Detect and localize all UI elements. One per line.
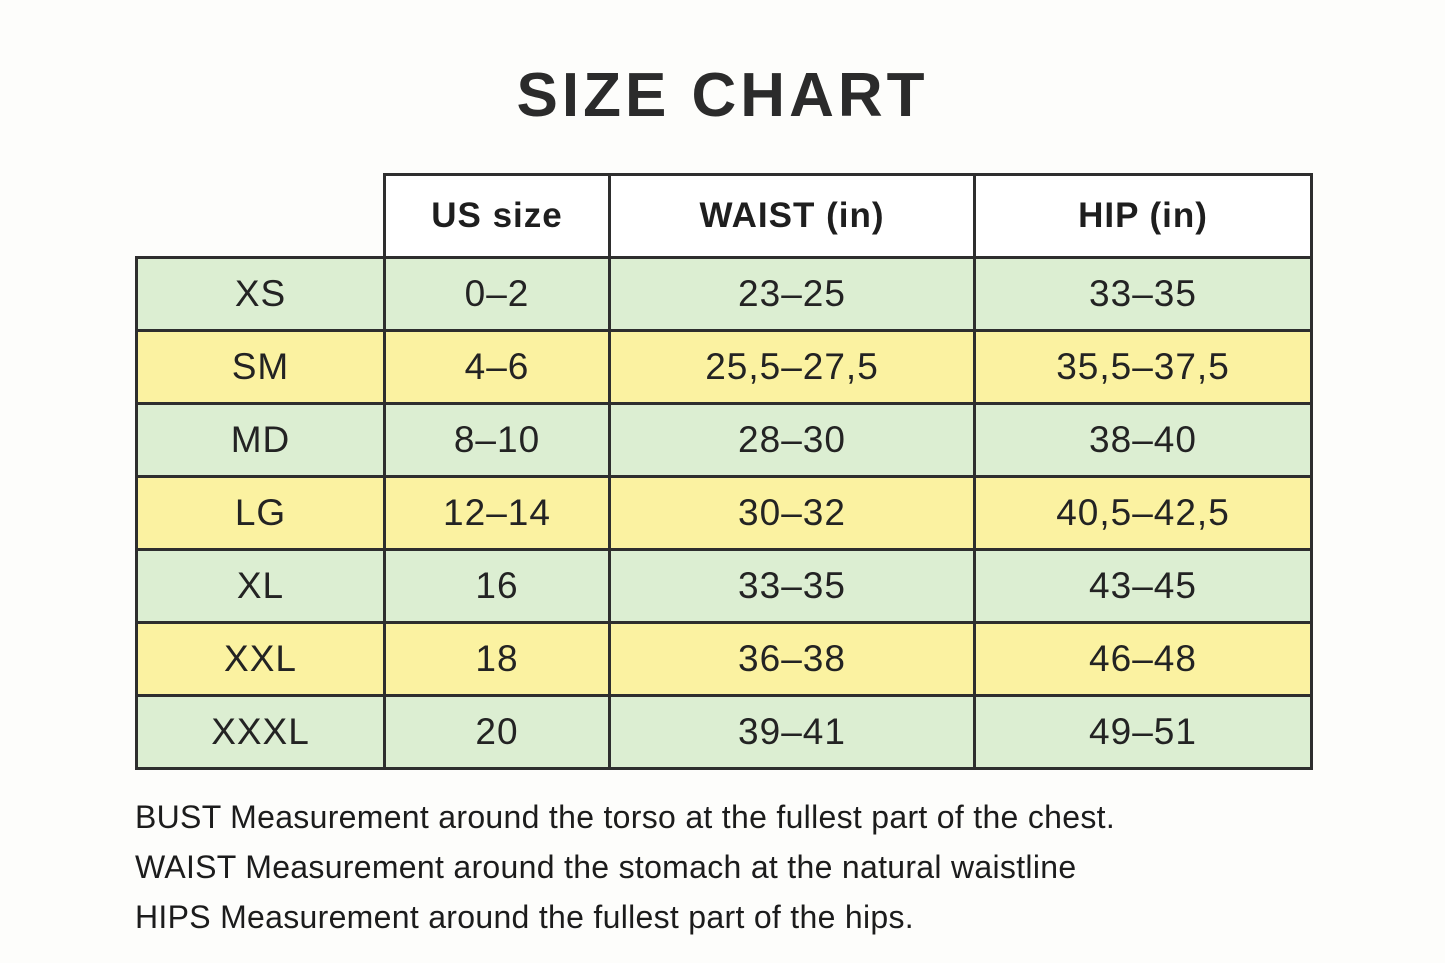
size-cell: XXXL: [135, 694, 386, 770]
page-title: SIZE CHART: [516, 61, 929, 130]
hip-cell: 49–51: [973, 694, 1313, 770]
table-row: MD 8–10 28–30 38–40: [135, 402, 1313, 478]
waist-cell: 23–25: [608, 256, 976, 332]
waist-cell: 28–30: [608, 402, 976, 478]
hips-note: HIPS Measurement around the fullest part…: [135, 899, 914, 935]
hip-cell: 33–35: [973, 256, 1313, 332]
size-cell: MD: [135, 402, 386, 478]
table-row: XL 16 33–35 43–45: [135, 548, 1313, 624]
us-size-cell: 20: [383, 694, 611, 770]
hip-cell: 40,5–42,5: [973, 475, 1313, 551]
waist-cell: 30–32: [608, 475, 976, 551]
column-header-hip: HIP (in): [973, 173, 1313, 259]
hip-cell: 35,5–37,5: [973, 329, 1313, 405]
waist-cell: 36–38: [608, 621, 976, 697]
hip-cell: 38–40: [973, 402, 1313, 478]
us-size-cell: 12–14: [383, 475, 611, 551]
us-size-cell: 18: [383, 621, 611, 697]
table-row: XXXL 20 39–41 49–51: [135, 694, 1313, 770]
table-row: SM 4–6 25,5–27,5 35,5–37,5: [135, 329, 1313, 405]
size-cell: SM: [135, 329, 386, 405]
size-cell: XXL: [135, 621, 386, 697]
column-header-waist: WAIST (in): [608, 173, 976, 259]
size-cell: XL: [135, 548, 386, 624]
hip-cell: 43–45: [973, 548, 1313, 624]
size-table: US size WAIST (in) HIP (in) XS 0–2 23–25…: [135, 173, 1313, 770]
waist-cell: 39–41: [608, 694, 976, 770]
table-row: XXL 18 36–38 46–48: [135, 621, 1313, 697]
column-header-us-size: US size: [383, 173, 611, 259]
size-cell: LG: [135, 475, 386, 551]
waist-note: WAIST Measurement around the stomach at …: [135, 849, 1077, 885]
measurement-notes: BUST Measurement around the torso at the…: [135, 792, 1115, 942]
table-row: XS 0–2 23–25 33–35: [135, 256, 1313, 332]
us-size-cell: 8–10: [383, 402, 611, 478]
us-size-cell: 4–6: [383, 329, 611, 405]
corner-cell: [137, 175, 385, 258]
table-header-row: US size WAIST (in) HIP (in): [137, 173, 1313, 259]
bust-note: BUST Measurement around the torso at the…: [135, 799, 1116, 835]
waist-cell: 33–35: [608, 548, 976, 624]
us-size-cell: 0–2: [383, 256, 611, 332]
waist-cell: 25,5–27,5: [608, 329, 976, 405]
size-cell: XS: [135, 256, 386, 332]
hip-cell: 46–48: [973, 621, 1313, 697]
table-row: LG 12–14 30–32 40,5–42,5: [135, 475, 1313, 551]
us-size-cell: 16: [383, 548, 611, 624]
